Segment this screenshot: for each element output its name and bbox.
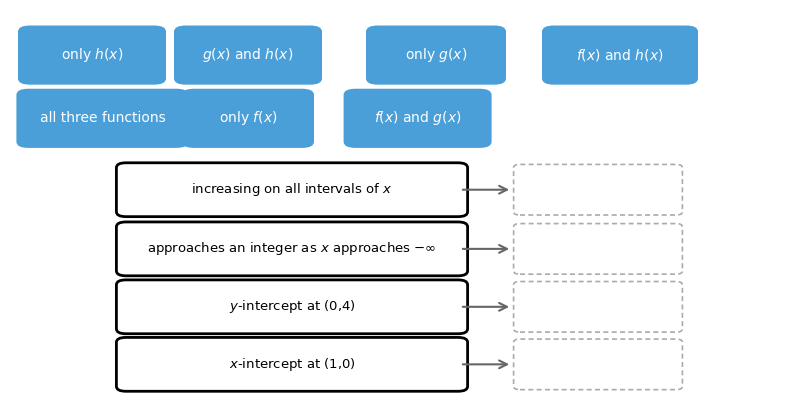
Text: $y$-intercept at (0,4): $y$-intercept at (0,4) <box>229 298 355 315</box>
FancyBboxPatch shape <box>344 89 491 148</box>
FancyBboxPatch shape <box>17 89 189 148</box>
Text: only $f(x)$: only $f(x)$ <box>218 109 278 127</box>
FancyBboxPatch shape <box>514 339 682 390</box>
FancyBboxPatch shape <box>117 163 467 217</box>
FancyBboxPatch shape <box>18 25 166 85</box>
FancyBboxPatch shape <box>182 89 314 148</box>
Text: $x$-intercept at (1,0): $x$-intercept at (1,0) <box>229 356 355 373</box>
Text: $g(x)$ and $h(x)$: $g(x)$ and $h(x)$ <box>202 46 294 64</box>
FancyBboxPatch shape <box>514 282 682 332</box>
FancyBboxPatch shape <box>366 25 506 85</box>
Text: increasing on all intervals of $x$: increasing on all intervals of $x$ <box>191 181 393 198</box>
Text: only $g(x)$: only $g(x)$ <box>405 46 467 64</box>
Text: approaches an integer as $x$ approaches $-\infty$: approaches an integer as $x$ approaches … <box>147 240 437 257</box>
Text: only $h(x)$: only $h(x)$ <box>61 46 123 64</box>
FancyBboxPatch shape <box>542 25 698 85</box>
Text: $f(x)$ and $h(x)$: $f(x)$ and $h(x)$ <box>576 47 664 63</box>
Text: all three functions: all three functions <box>39 111 166 125</box>
FancyBboxPatch shape <box>174 25 322 85</box>
FancyBboxPatch shape <box>117 337 467 391</box>
Text: $f(x)$ and $g(x)$: $f(x)$ and $g(x)$ <box>374 109 462 127</box>
FancyBboxPatch shape <box>514 164 682 215</box>
FancyBboxPatch shape <box>514 224 682 274</box>
FancyBboxPatch shape <box>117 280 467 334</box>
FancyBboxPatch shape <box>117 222 467 276</box>
